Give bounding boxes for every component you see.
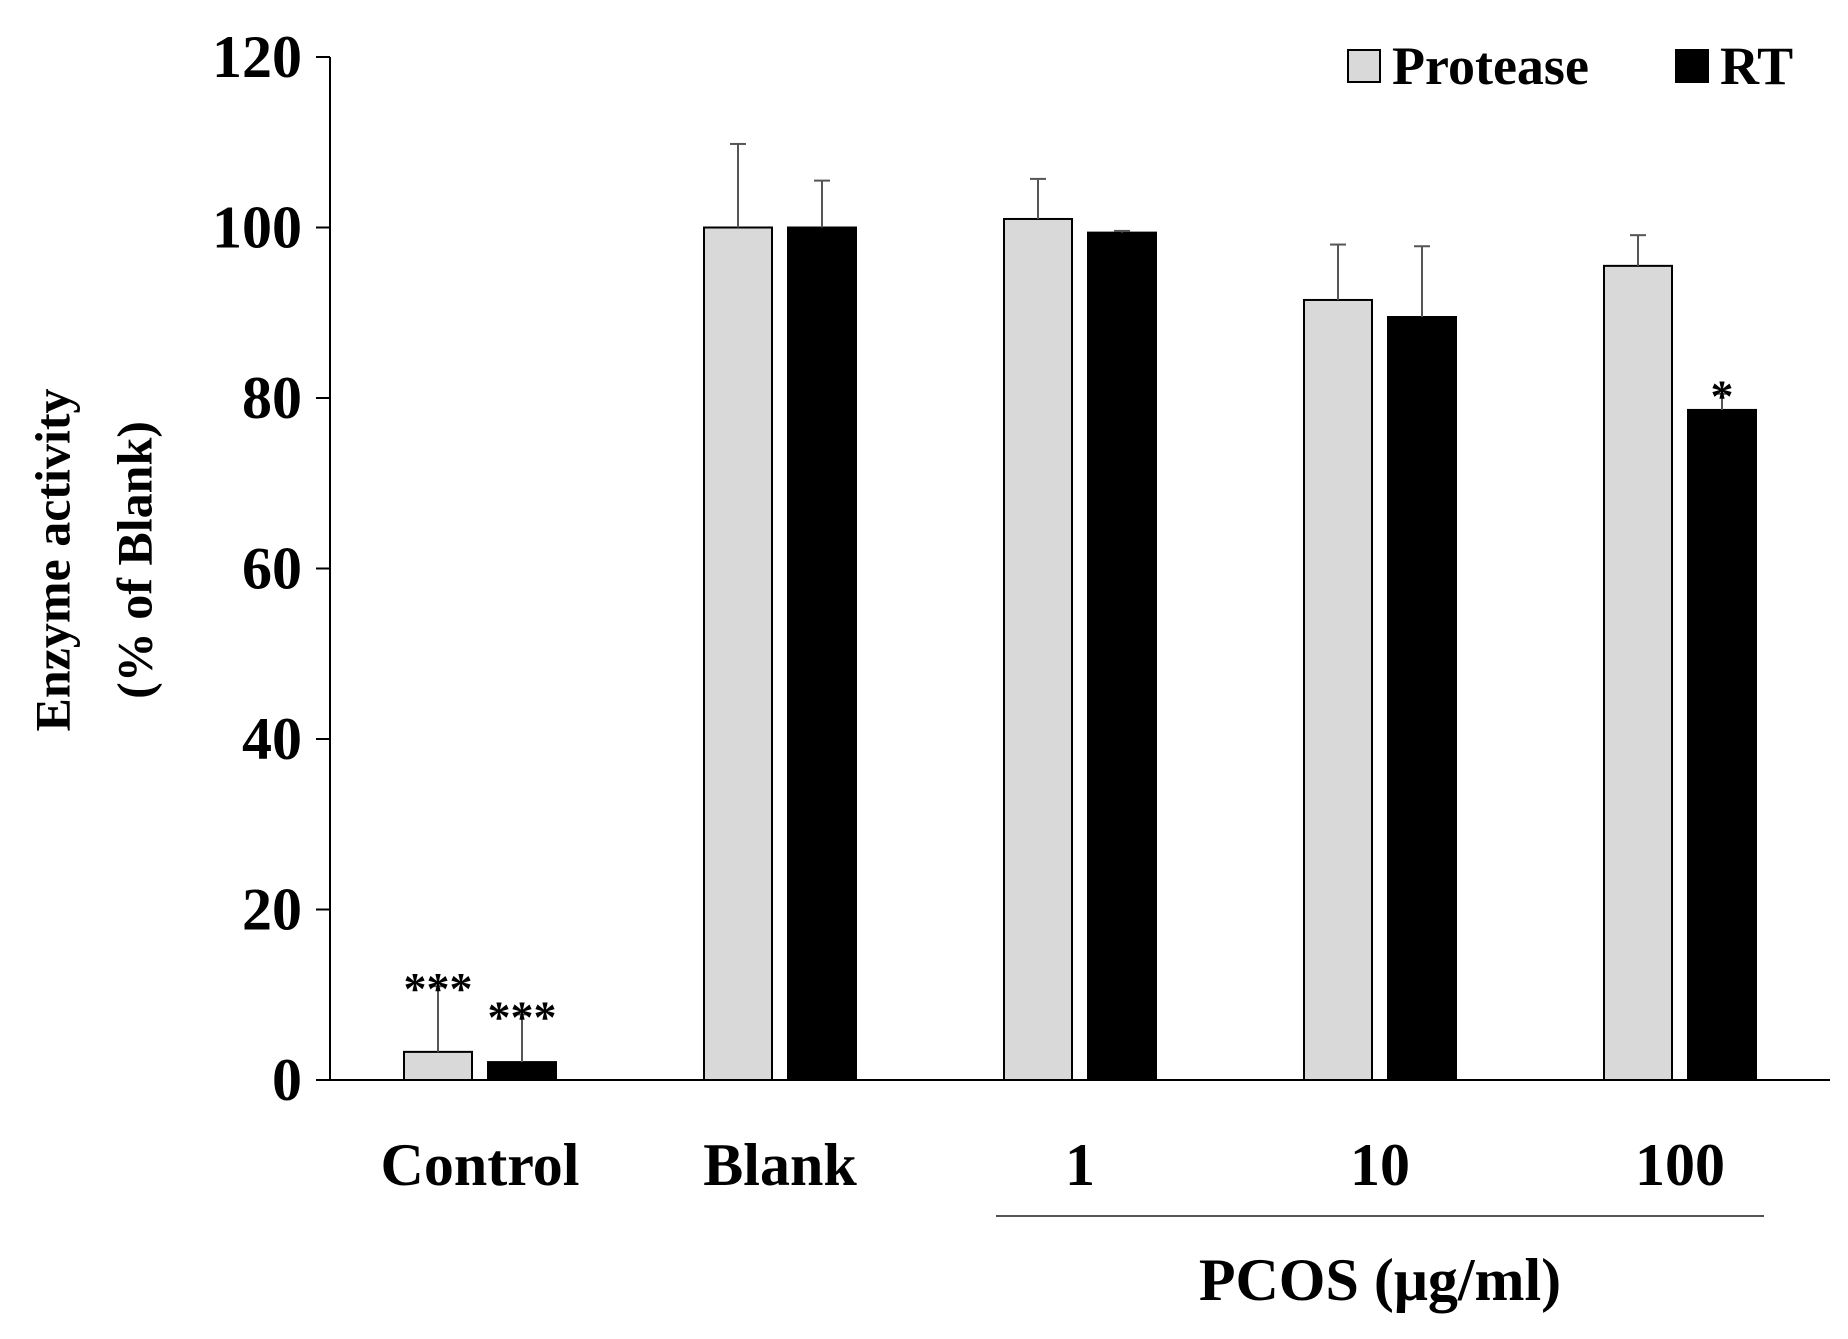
bar-rt-1 — [1087, 231, 1157, 1082]
legend-label-protease: Protease — [1392, 36, 1589, 96]
bar-rt-blank — [787, 226, 857, 1081]
y-axis-title: Enzyme activity (% of Blank) — [24, 389, 162, 732]
y-tick-label: 0 — [272, 1047, 302, 1113]
bar-protease-10 — [1303, 298, 1373, 1081]
error-bars — [430, 142, 1730, 1063]
significance-marker: *** — [488, 991, 557, 1042]
group-label: PCOS (μg/ml) — [1199, 1247, 1561, 1313]
x-tick-label: Blank — [703, 1132, 857, 1198]
y-tick-label: 80 — [242, 365, 302, 431]
legend-swatch-protease — [1347, 49, 1381, 83]
y-axis: 0 20 40 60 80 100 120 — [212, 24, 331, 1113]
x-tick-labels: Control Blank 1 10 100 — [381, 1132, 1725, 1198]
y-tick-label: 40 — [242, 706, 302, 772]
x-tick-label: 10 — [1350, 1132, 1410, 1198]
y-tick-label: 100 — [212, 195, 302, 261]
bar-rt-control — [487, 1061, 557, 1082]
legend: Protease RT — [1347, 36, 1793, 96]
group-annotation: PCOS (μg/ml) — [996, 1215, 1764, 1313]
bars — [403, 217, 1757, 1082]
x-tick-label: Control — [381, 1132, 580, 1198]
significance-marker: * — [1711, 371, 1734, 422]
significance-markers: ******* — [404, 371, 1734, 1043]
y-axis-title-line: (% of Blank) — [106, 421, 162, 699]
significance-marker: *** — [404, 963, 473, 1014]
legend-swatch-rt — [1675, 49, 1709, 83]
y-tick-label: 60 — [242, 536, 302, 602]
x-tick-label: 1 — [1065, 1132, 1095, 1198]
y-axis-title-line: Enzyme activity — [24, 389, 80, 732]
x-tick-label: 100 — [1635, 1132, 1725, 1198]
bar-protease-100 — [1603, 264, 1673, 1081]
legend-label-rt: RT — [1720, 36, 1793, 96]
bar-rt-10 — [1387, 316, 1457, 1081]
bar-protease-1 — [1003, 217, 1073, 1082]
bar-protease-blank — [703, 226, 773, 1081]
y-tick-label: 120 — [212, 24, 302, 90]
bar-rt-100 — [1687, 408, 1757, 1081]
y-tick-label: 20 — [242, 877, 302, 943]
bar-protease-control — [403, 1050, 473, 1082]
